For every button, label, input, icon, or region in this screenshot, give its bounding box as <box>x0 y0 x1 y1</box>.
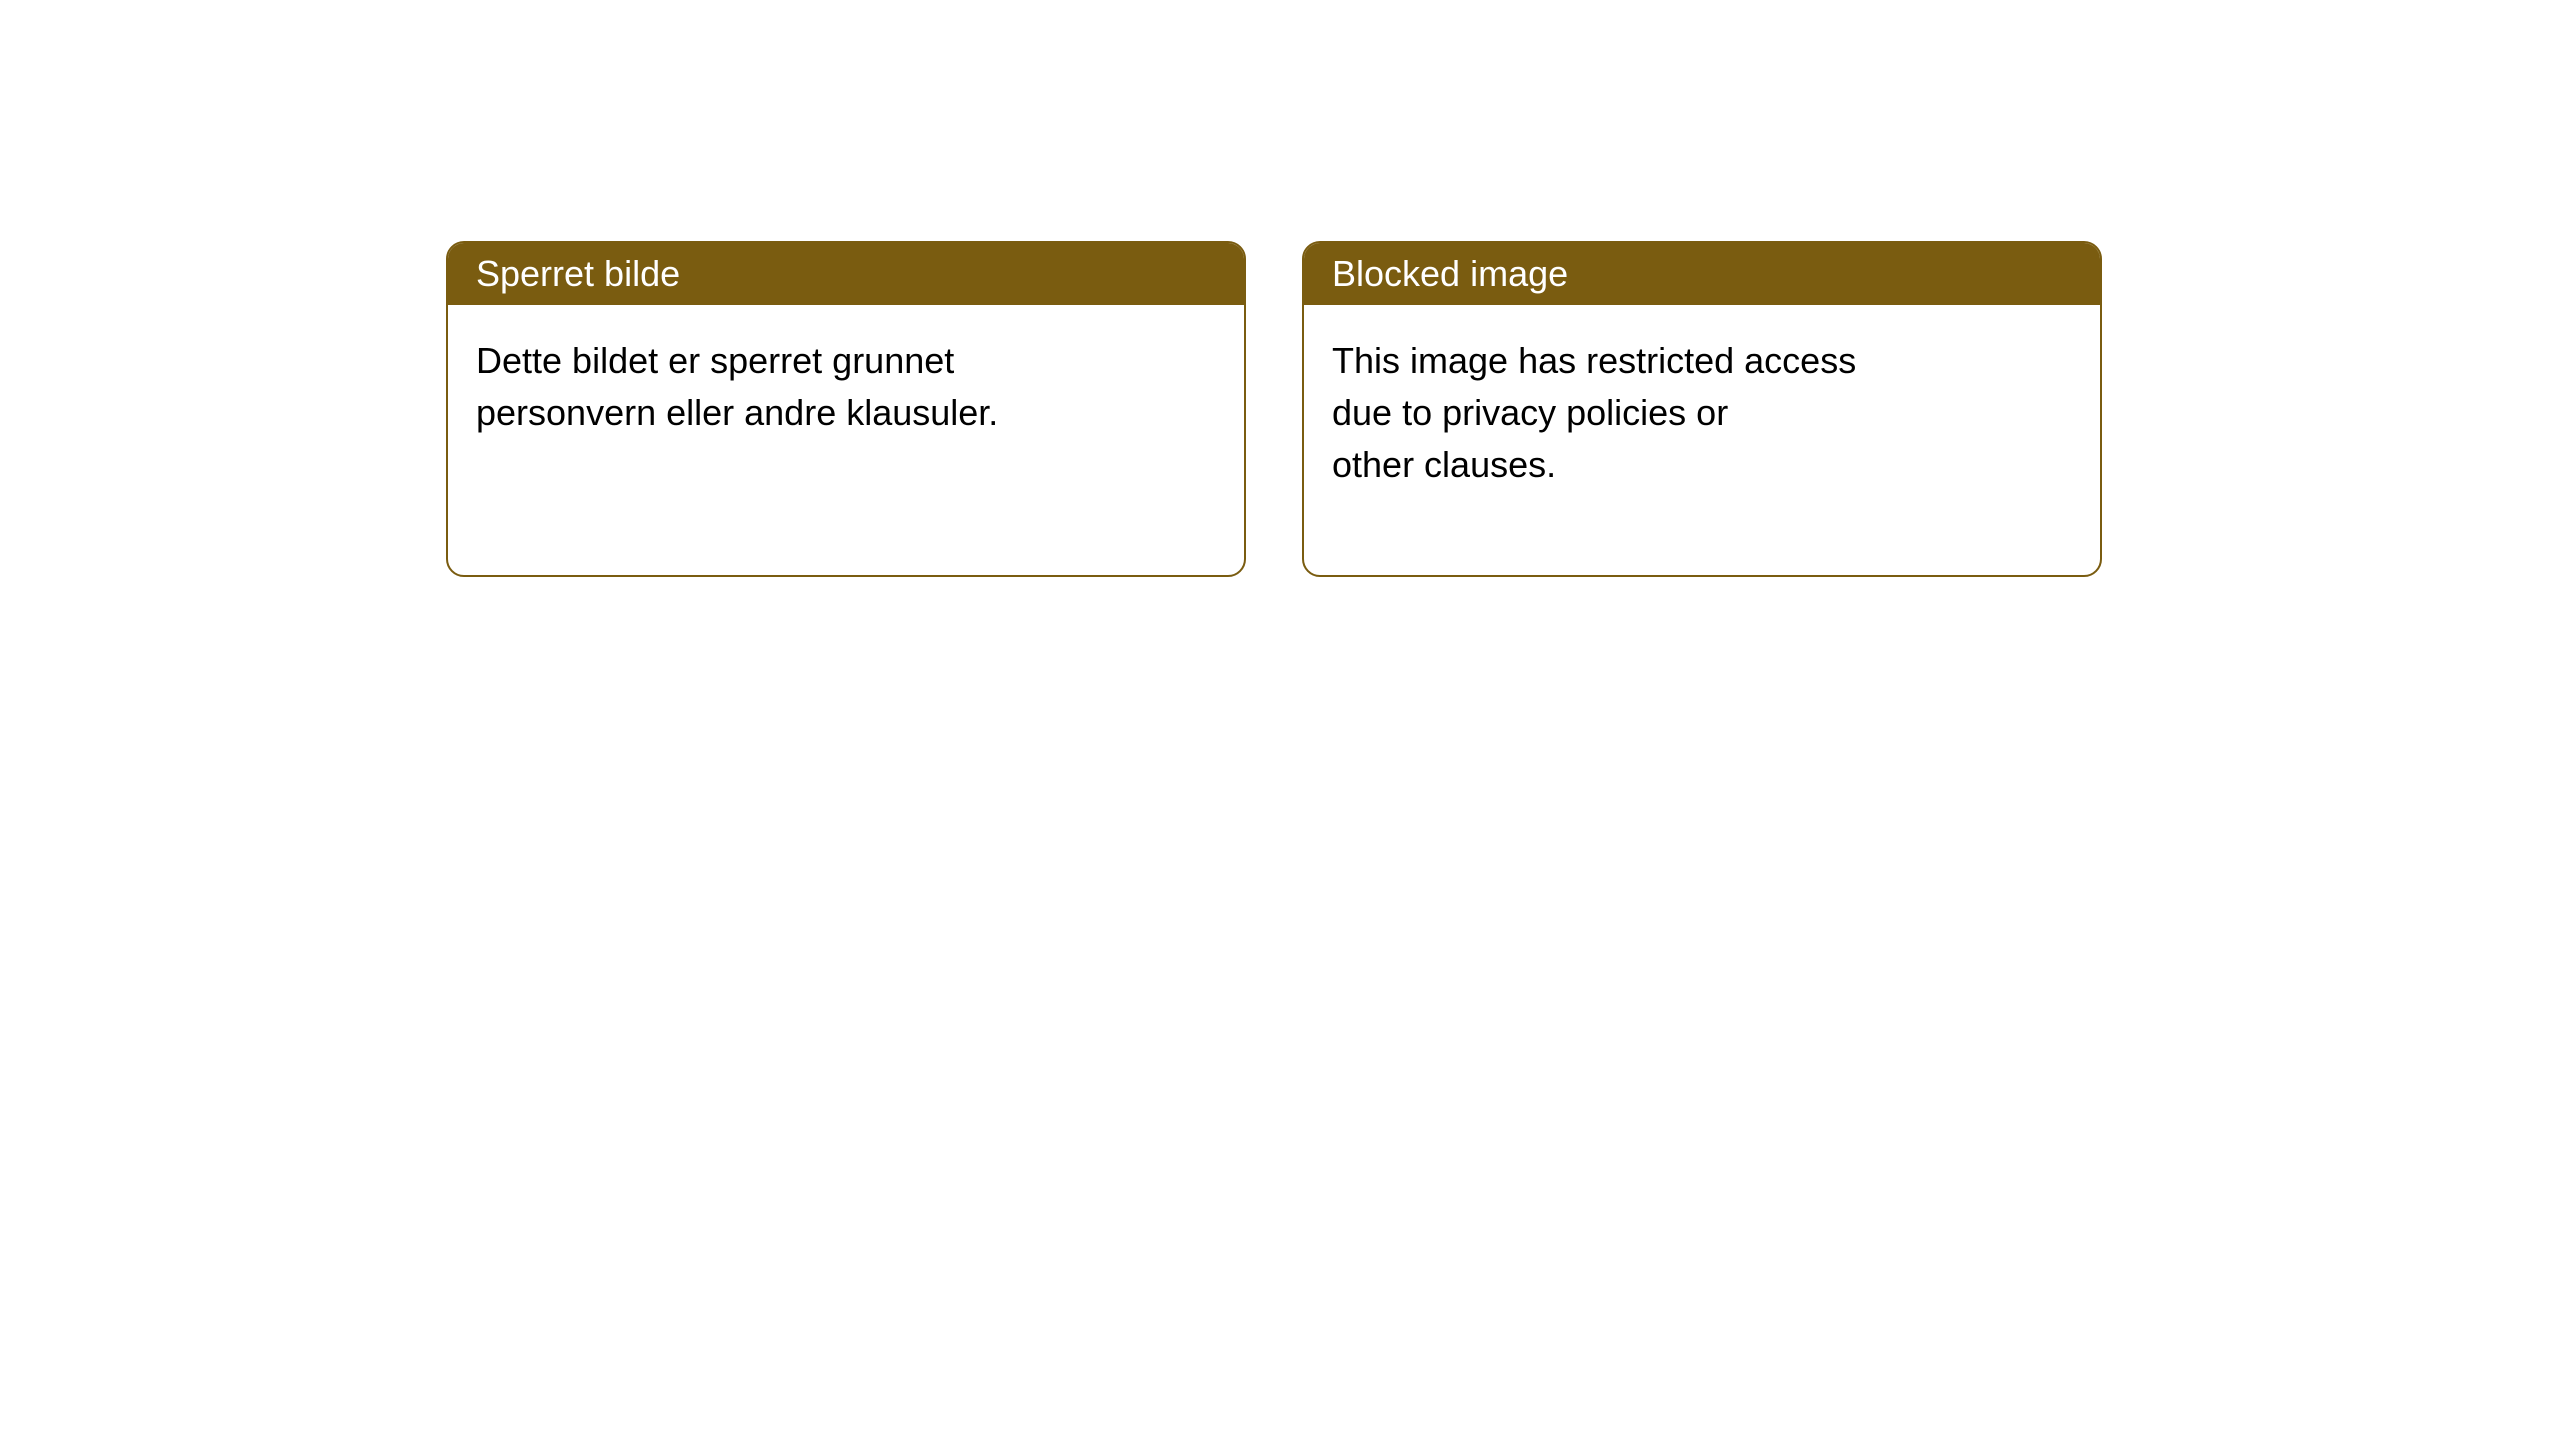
card-body-text: Dette bildet er sperret grunnet personve… <box>448 305 1244 439</box>
blocked-image-card-no: Sperret bilde Dette bildet er sperret gr… <box>446 241 1246 577</box>
card-header: Sperret bilde <box>448 243 1244 305</box>
card-header: Blocked image <box>1304 243 2100 305</box>
card-body-text: This image has restricted access due to … <box>1304 305 2100 492</box>
blocked-image-card-en: Blocked image This image has restricted … <box>1302 241 2102 577</box>
notice-card-row: Sperret bilde Dette bildet er sperret gr… <box>0 0 2560 577</box>
